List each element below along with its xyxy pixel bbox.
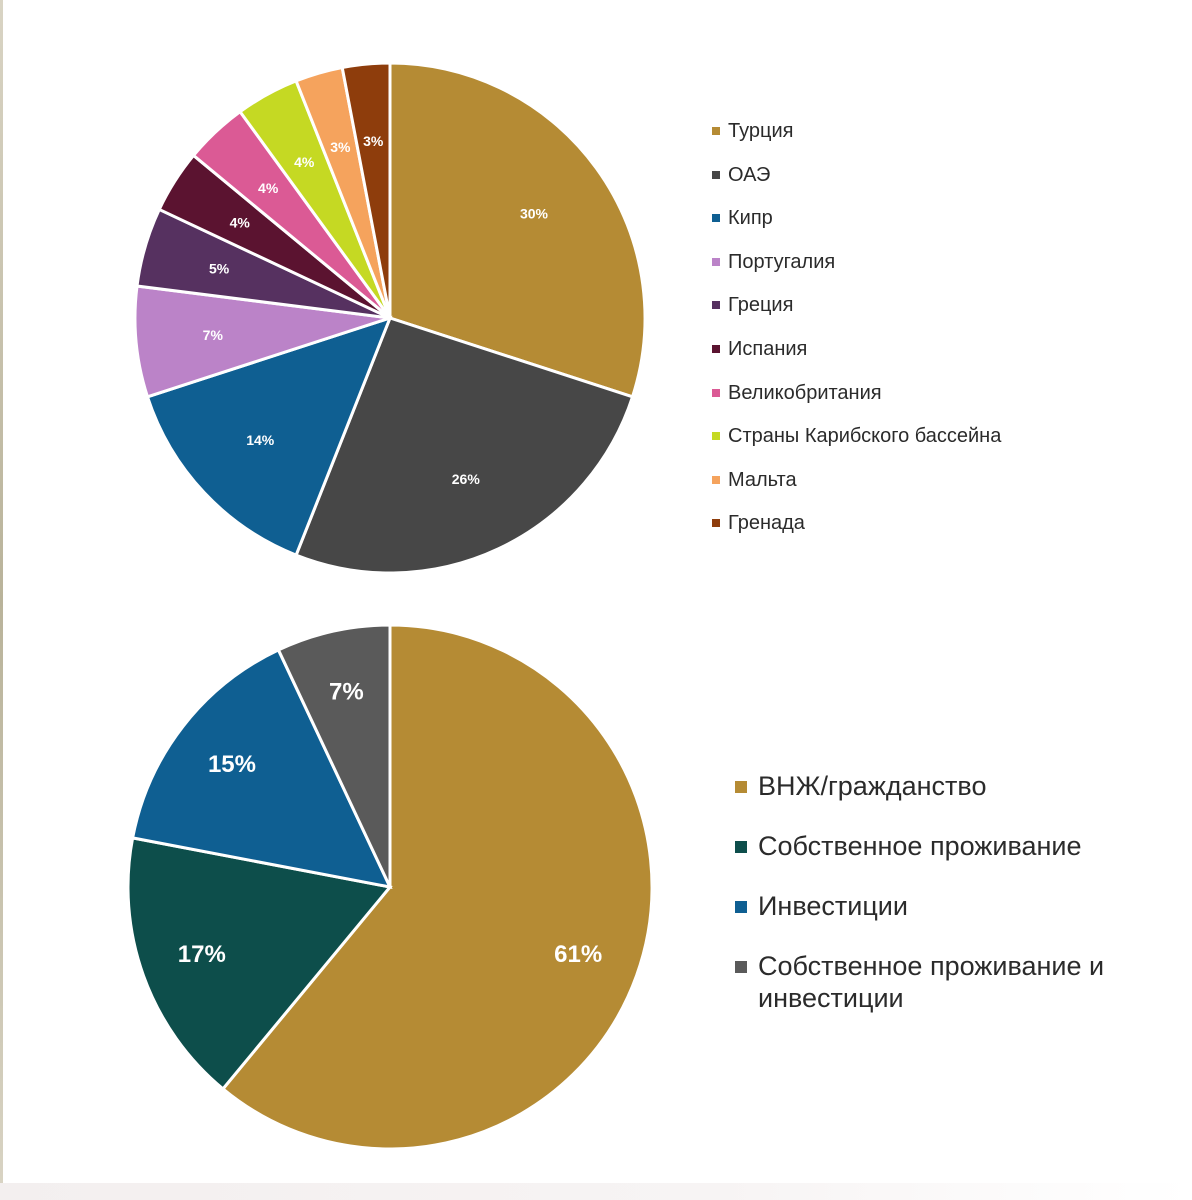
slice-label: 15% bbox=[208, 751, 256, 778]
legend-item: ОАЭ bbox=[712, 163, 770, 187]
pie-slice-инвестиции bbox=[130, 647, 393, 890]
slice-label: 4% bbox=[294, 154, 315, 170]
legend-label: Португалия bbox=[728, 250, 836, 273]
pie-slice-оаэ bbox=[294, 316, 635, 575]
slice-label: 17% bbox=[178, 941, 226, 968]
legend-item: Инвестиции bbox=[735, 890, 1135, 922]
legend-swatch bbox=[712, 432, 720, 441]
slice-label: 4% bbox=[230, 215, 251, 231]
legend-label: ОАЭ bbox=[728, 163, 771, 186]
slice-label: 4% bbox=[258, 180, 279, 196]
left-border bbox=[0, 0, 3, 1200]
slice-label: 3% bbox=[363, 133, 384, 149]
legend-swatch bbox=[712, 519, 720, 528]
legend-label: Греция bbox=[728, 294, 794, 317]
legend-item: Гренада bbox=[712, 511, 805, 535]
pie-slice-гренада bbox=[340, 61, 392, 319]
legend-swatch bbox=[712, 388, 720, 397]
slice-label: 14% bbox=[246, 432, 275, 448]
legend-swatch bbox=[712, 170, 720, 179]
pie-slice-собственное-проживание bbox=[126, 836, 393, 1091]
legend-swatch bbox=[712, 214, 720, 223]
pie-slice-собственное-проживание-и-инвестиции bbox=[276, 623, 392, 888]
legend-label: Кипр bbox=[728, 207, 773, 230]
legend-swatch bbox=[712, 301, 720, 310]
pie-slice-турция bbox=[388, 61, 647, 399]
slice-label: 7% bbox=[329, 678, 364, 705]
legend-swatch bbox=[735, 901, 747, 913]
legend-item: Греция bbox=[712, 293, 793, 317]
slice-label: 61% bbox=[554, 941, 602, 968]
legend-label: Мальта bbox=[728, 468, 797, 491]
slice-label: 7% bbox=[203, 327, 224, 343]
legend-item: Испания bbox=[712, 337, 807, 361]
legend-label: Турция bbox=[728, 120, 794, 142]
legend-item: Собственное проживание и инвестиции bbox=[735, 950, 1135, 1014]
legend-swatch bbox=[712, 345, 720, 353]
legend-label: Испания bbox=[728, 338, 808, 360]
legend-label: Собственное проживание bbox=[758, 831, 1082, 861]
legend-swatch bbox=[735, 781, 747, 793]
legend-swatch bbox=[735, 841, 747, 853]
legend-item: Турция bbox=[712, 119, 793, 143]
legend-item: Кипр bbox=[712, 206, 773, 230]
bottom-strip bbox=[0, 1183, 1192, 1200]
legend-countries: Турция ОАЭ Кипр Португалия Греция Испания Вели… bbox=[712, 119, 1152, 539]
slice-label: 30% bbox=[520, 205, 549, 221]
legend-swatch bbox=[712, 475, 720, 484]
legend-label: Инвестиции bbox=[758, 891, 908, 921]
legend-label: Великобритания bbox=[728, 381, 882, 404]
legend-item: Мальта bbox=[712, 468, 797, 492]
slice-label: 26% bbox=[452, 471, 481, 487]
pie-chart-countries: 30% 26% 14% 7% 5% 4% 4% 4% 3% 3% bbox=[133, 61, 647, 575]
legend-item: Страны Карибского бассейна bbox=[712, 424, 1001, 448]
legend-label: Страны Карибского бассейна bbox=[728, 425, 1002, 448]
slice-label: 5% bbox=[209, 260, 230, 276]
legend-item: Португалия bbox=[712, 250, 835, 274]
legend-item: ВНЖ/гражданство bbox=[735, 770, 1135, 802]
legend-item: Великобритания bbox=[712, 381, 882, 405]
legend-item: Собственное проживание bbox=[735, 830, 1135, 862]
legend-swatch bbox=[712, 257, 720, 266]
legend-swatch bbox=[712, 127, 720, 135]
legend-swatch bbox=[735, 961, 747, 973]
slice-label: 3% bbox=[330, 139, 351, 155]
legend-label: ВНЖ/гражданство bbox=[758, 771, 987, 801]
legend-label: Гренада bbox=[728, 512, 805, 535]
pie-slice-португалия bbox=[133, 284, 391, 399]
legend-purposes: ВНЖ/гражданство Собственное проживание Инв… bbox=[735, 770, 1165, 1030]
pie-slice-внж-гражданство bbox=[220, 623, 654, 1151]
legend-label: Собственное проживание и инвестиции bbox=[758, 951, 1105, 1013]
